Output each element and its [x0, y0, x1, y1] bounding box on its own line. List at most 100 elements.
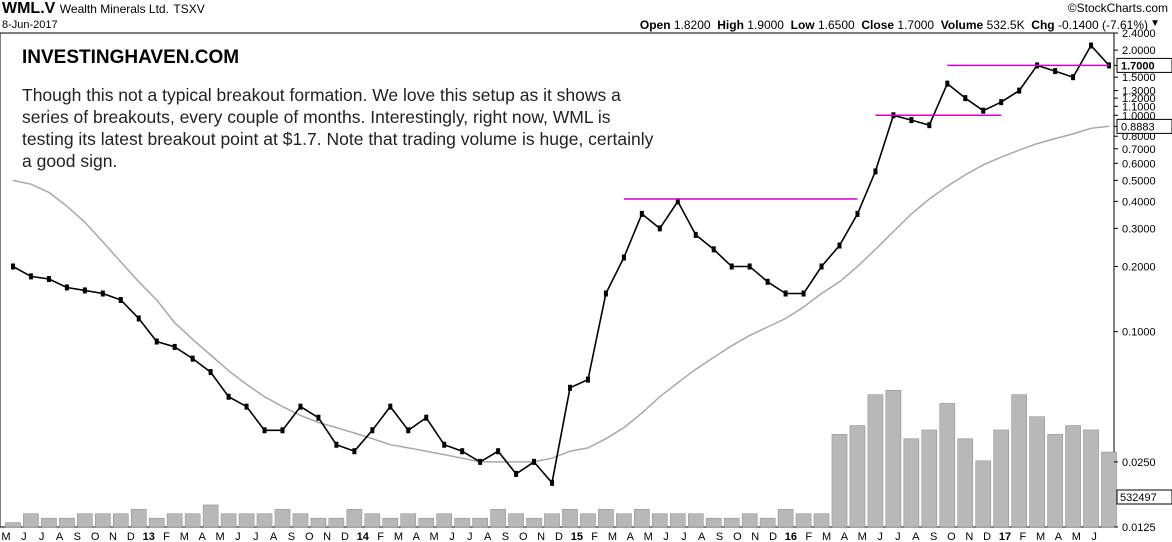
price-point	[729, 263, 734, 270]
dropdown-arrow-icon[interactable]: ▼	[1150, 18, 1160, 29]
volume-bar	[202, 504, 219, 528]
x-tick-label: A	[698, 531, 706, 542]
volume-bar	[580, 513, 596, 528]
price-point	[927, 122, 932, 129]
x-tick-label: D	[983, 531, 991, 542]
x-tick-label: A	[841, 531, 849, 542]
price-point	[10, 263, 15, 270]
last-price-label-box	[1116, 57, 1172, 73]
x-tick-label: M	[394, 531, 403, 542]
price-point	[352, 448, 357, 455]
volume-bar	[148, 517, 165, 528]
volume-bar	[687, 513, 704, 528]
company-name: Wealth Minerals Ltd.	[59, 2, 169, 16]
volume-bar	[418, 517, 435, 528]
volume-bar	[759, 517, 776, 528]
y-tick-label: 0.2000	[1122, 261, 1156, 273]
ma-value-label: 0.8883	[1121, 121, 1155, 133]
volume-bar	[472, 517, 488, 528]
x-tick-label: F	[591, 531, 598, 542]
x-tick-label: J	[235, 531, 241, 542]
x-tick-label: D	[769, 531, 777, 542]
volume-bar	[1011, 394, 1027, 528]
price-point	[262, 427, 267, 434]
price-point	[1017, 87, 1022, 94]
price-point	[226, 393, 231, 400]
x-tick-label: O	[91, 531, 100, 542]
price-point	[1053, 68, 1058, 75]
price-point	[82, 287, 87, 294]
volume-bar	[885, 389, 902, 528]
price-point	[657, 225, 662, 232]
price-point	[765, 278, 770, 285]
volume-bar	[831, 434, 848, 528]
x-tick-label: A	[413, 531, 421, 542]
price-point	[1089, 42, 1094, 49]
symbol: WML.V	[2, 0, 56, 17]
price-point	[406, 427, 411, 434]
y-tick-label: 0.0125	[1122, 522, 1156, 534]
volume-value: 532.5K	[986, 18, 1025, 32]
price-point	[28, 273, 33, 280]
y-tick-label: 0.5000	[1122, 175, 1156, 187]
volume-bar	[508, 513, 524, 528]
x-tick-label: J	[663, 531, 669, 542]
price-point	[388, 403, 393, 410]
volume-bar	[741, 513, 758, 528]
y-tick-label: 0.8000	[1122, 131, 1156, 143]
x-tick-label: S	[502, 531, 509, 542]
x-tick-label: S	[930, 531, 937, 542]
x-tick-label: J	[1091, 531, 1097, 542]
price-point	[693, 231, 698, 238]
volume-bar	[346, 509, 363, 528]
volume-bar	[256, 513, 273, 528]
volume-bar	[813, 513, 830, 528]
chg-label: Chg	[1031, 18, 1055, 32]
volume-bar	[328, 517, 345, 528]
price-point	[711, 246, 716, 253]
chart-date: 8-Jun-2017	[2, 19, 58, 31]
x-tick-label: O	[733, 531, 742, 542]
x-tick-label: N	[323, 531, 331, 542]
volume-bar	[723, 517, 740, 528]
x-tick-label: 13	[143, 531, 155, 542]
annotation-text: Though this not a typical breakout forma…	[22, 85, 654, 171]
price-point	[154, 338, 159, 345]
volume-bar	[1047, 434, 1063, 528]
x-tick-label: M	[822, 531, 831, 542]
x-tick-label: M	[644, 531, 653, 542]
price-point	[442, 441, 447, 448]
x-tick-label: D	[127, 531, 135, 542]
price-point	[603, 290, 608, 297]
volume-bar	[993, 429, 1010, 528]
stockcharts-brand[interactable]: ©StockCharts.com	[1067, 1, 1168, 15]
volume-bar	[184, 513, 201, 528]
volume-value-box	[1116, 489, 1172, 505]
price-point	[873, 168, 878, 175]
x-tick-label: A	[1055, 531, 1063, 542]
price-point	[514, 470, 519, 477]
ohlc-readout: Open 1.8200 High 1.9000 Low 1.6500 Close…	[640, 18, 1148, 32]
price-point	[999, 99, 1004, 106]
volume-bar	[562, 509, 578, 528]
volume-bar	[867, 394, 884, 528]
volume-bar	[634, 509, 650, 528]
volume-bar	[310, 517, 327, 528]
y-tick-label: 1.1000	[1122, 101, 1156, 113]
volume-bar	[59, 517, 75, 528]
x-tick-label: J	[681, 531, 687, 542]
symbol-title: WML.V Wealth Minerals Ltd. TSXV	[2, 0, 205, 18]
volume-bar	[95, 513, 111, 528]
volume-label: Volume	[940, 18, 984, 32]
price-point	[801, 290, 806, 297]
volume-bar	[130, 509, 147, 528]
volume-bar	[41, 517, 57, 528]
volume-bar	[1029, 416, 1045, 528]
x-tick-label: A	[199, 531, 207, 542]
y-tick-label: 1.5000	[1122, 72, 1156, 84]
price-point	[244, 403, 249, 410]
price-point	[639, 210, 644, 217]
price-point	[136, 315, 141, 322]
volume-bar	[975, 460, 992, 528]
price-point	[370, 427, 375, 434]
